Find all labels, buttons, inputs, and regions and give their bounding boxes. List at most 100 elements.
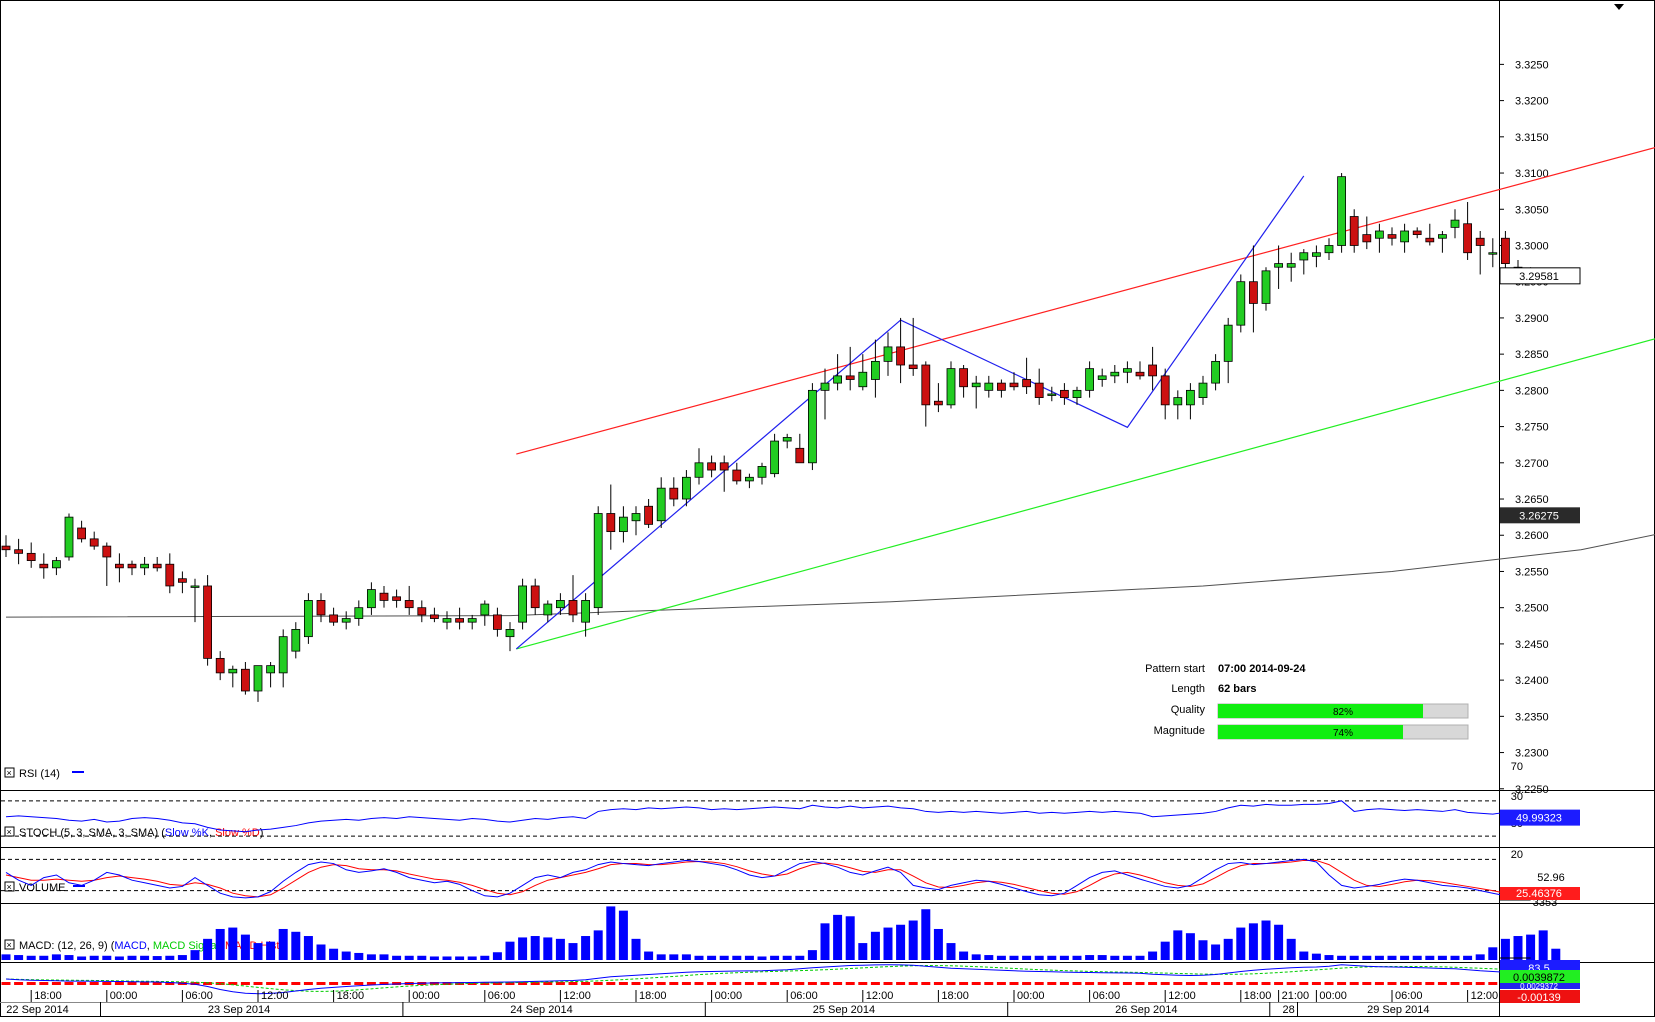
channel-lower-line	[516, 338, 1655, 650]
macd-hist-bar	[1324, 982, 1334, 985]
candle	[379, 585, 389, 608]
volume-bar	[896, 924, 906, 960]
volume-bar	[543, 937, 553, 960]
candle-body-up	[467, 618, 477, 623]
candle-body-down	[1022, 379, 1031, 388]
volume-bar	[127, 955, 137, 960]
candle-body-up	[1438, 234, 1447, 239]
candle	[808, 383, 817, 471]
candle	[253, 665, 263, 702]
candle-body-up	[833, 375, 842, 384]
macd-hist-bar	[984, 982, 994, 985]
volume-bar	[1160, 941, 1170, 960]
candle-body-down	[568, 600, 578, 616]
candle-body-down	[455, 618, 465, 623]
candle	[505, 622, 515, 652]
stoch-d-box	[1500, 887, 1580, 900]
date-label: 25 Sep 2014	[813, 1004, 875, 1016]
candle	[14, 538, 24, 565]
candle-body-up	[140, 563, 150, 569]
macd-hist-bar	[959, 982, 969, 985]
date-label: 23 Sep 2014	[208, 1004, 270, 1016]
candle	[757, 462, 767, 485]
price-tick-label: 3.2400	[1515, 675, 1549, 687]
macd-hist-bar	[807, 982, 817, 985]
macd-hist-bar	[883, 982, 893, 985]
volume-bar	[1400, 955, 1410, 960]
macd-close-box[interactable]	[4, 939, 15, 950]
candle-body-up	[745, 476, 754, 482]
volume-bar	[921, 909, 931, 960]
candle-body-down	[707, 462, 716, 471]
date-label: 28	[1283, 1004, 1295, 1016]
candle	[896, 317, 905, 384]
time-tick-label: 06:00	[1395, 990, 1423, 1002]
candle-body-up	[278, 636, 288, 674]
volume-bar	[555, 938, 565, 960]
volume-bar	[707, 955, 717, 960]
volume-bar	[795, 955, 805, 960]
macd-hist-bar	[1110, 982, 1120, 985]
time-tick-label: 18:00	[941, 990, 969, 1002]
macd-hist-bar	[996, 982, 1006, 985]
time-tick-label: 06:00	[1093, 990, 1121, 1002]
candle	[127, 560, 137, 576]
candle-body-up	[1211, 360, 1220, 384]
volume-bar	[102, 955, 112, 960]
macd-hist-bar	[114, 982, 124, 985]
candle	[984, 375, 994, 398]
volume-bar	[89, 955, 99, 960]
volume-bar	[341, 951, 351, 960]
candle-body-up	[442, 618, 452, 623]
macd-hist-bar	[1299, 982, 1309, 985]
volume-bar	[203, 938, 213, 960]
candle-body-down	[316, 600, 326, 616]
price-tick-label: 3.3000	[1515, 240, 1549, 252]
volume-bar	[1211, 944, 1221, 960]
candle-body-up	[228, 668, 238, 674]
volume-bar	[429, 956, 439, 960]
date-label: 26 Sep 2014	[1115, 1004, 1177, 1016]
candle	[1312, 245, 1321, 268]
macd-hist-bar	[165, 982, 175, 985]
volume-bar	[669, 954, 679, 960]
candle-body-down	[26, 552, 36, 561]
candle-body-down	[845, 375, 855, 380]
macd-hist-bar	[303, 982, 313, 985]
candle-body-down	[89, 538, 99, 547]
stoch-d-value-label: 25.46376	[1516, 888, 1562, 900]
volume-bar	[379, 954, 389, 960]
pattern-length-label: Length	[1171, 683, 1205, 695]
candle	[656, 477, 666, 528]
macd-hist-bar	[618, 982, 628, 985]
volume-bar	[190, 950, 200, 960]
candle	[1085, 361, 1094, 398]
volume-bar	[883, 927, 893, 960]
candle	[1324, 238, 1334, 260]
time-tick-label: 12:00	[1168, 990, 1196, 1002]
macd-hist-bar	[1286, 982, 1296, 985]
price-tick-label: 3.2600	[1515, 530, 1549, 542]
macd-hist-bar	[89, 982, 99, 985]
macd-hist-bar	[480, 982, 490, 985]
macd-hist-value-label: -0.00139	[1517, 992, 1560, 1004]
candle-body-down	[606, 513, 616, 533]
macd-title: MACD: (12, 26, 9)	[19, 940, 108, 952]
volume-bar	[1299, 951, 1309, 960]
macd-hist-bar	[253, 982, 263, 985]
candle-body-down	[921, 364, 931, 406]
rsi-close-box[interactable]	[4, 767, 15, 778]
candle-body-down	[127, 563, 137, 569]
volume-bar	[1274, 924, 1284, 960]
macd-hist-bar	[442, 982, 452, 985]
candle-body-down	[152, 563, 162, 569]
volume-bar	[1072, 955, 1082, 960]
candle-body-up	[303, 600, 313, 638]
volume-bar	[1475, 954, 1485, 960]
macd-hist-bar	[833, 982, 843, 985]
candle-body-down	[165, 563, 175, 587]
volume-bar	[266, 941, 276, 960]
candle	[1412, 227, 1422, 239]
candle	[64, 513, 74, 561]
time-tick-label: 18:00	[34, 990, 62, 1002]
